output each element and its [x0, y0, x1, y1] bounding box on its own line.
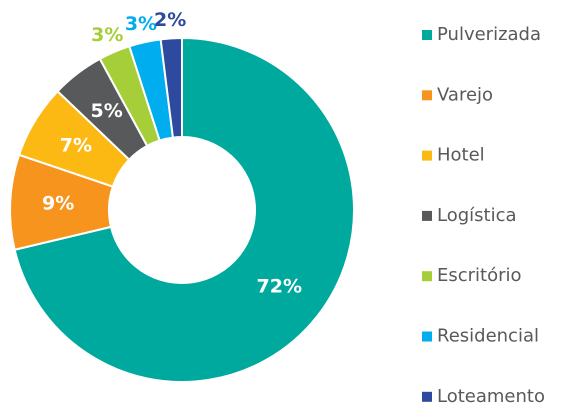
data-label: 72% — [257, 275, 302, 297]
data-label: 5% — [91, 100, 123, 122]
data-label: 2% — [154, 9, 186, 31]
data-label: 3% — [91, 24, 123, 46]
donut-slice — [159, 36, 183, 139]
data-label: 9% — [42, 193, 74, 215]
legend-label: Escritório — [437, 265, 522, 286]
data-label: 3% — [125, 13, 157, 35]
legend-label: Varejo — [437, 84, 493, 105]
legend-swatch — [422, 210, 432, 221]
legend-swatch — [422, 391, 432, 402]
legend-label: Hotel — [437, 145, 485, 166]
legend-swatch — [422, 331, 432, 342]
legend-swatch — [422, 90, 432, 101]
legend-label: Residencial — [437, 326, 539, 347]
data-label: 7% — [60, 134, 92, 156]
legend-label: Logística — [437, 205, 517, 226]
legend-label: Pulverizada — [437, 24, 541, 45]
legend-label: Loteamento — [437, 386, 545, 407]
donut-slice — [13, 36, 355, 383]
legend-swatch — [422, 271, 432, 282]
legend-swatch — [422, 30, 432, 40]
legend-swatch — [422, 150, 432, 161]
